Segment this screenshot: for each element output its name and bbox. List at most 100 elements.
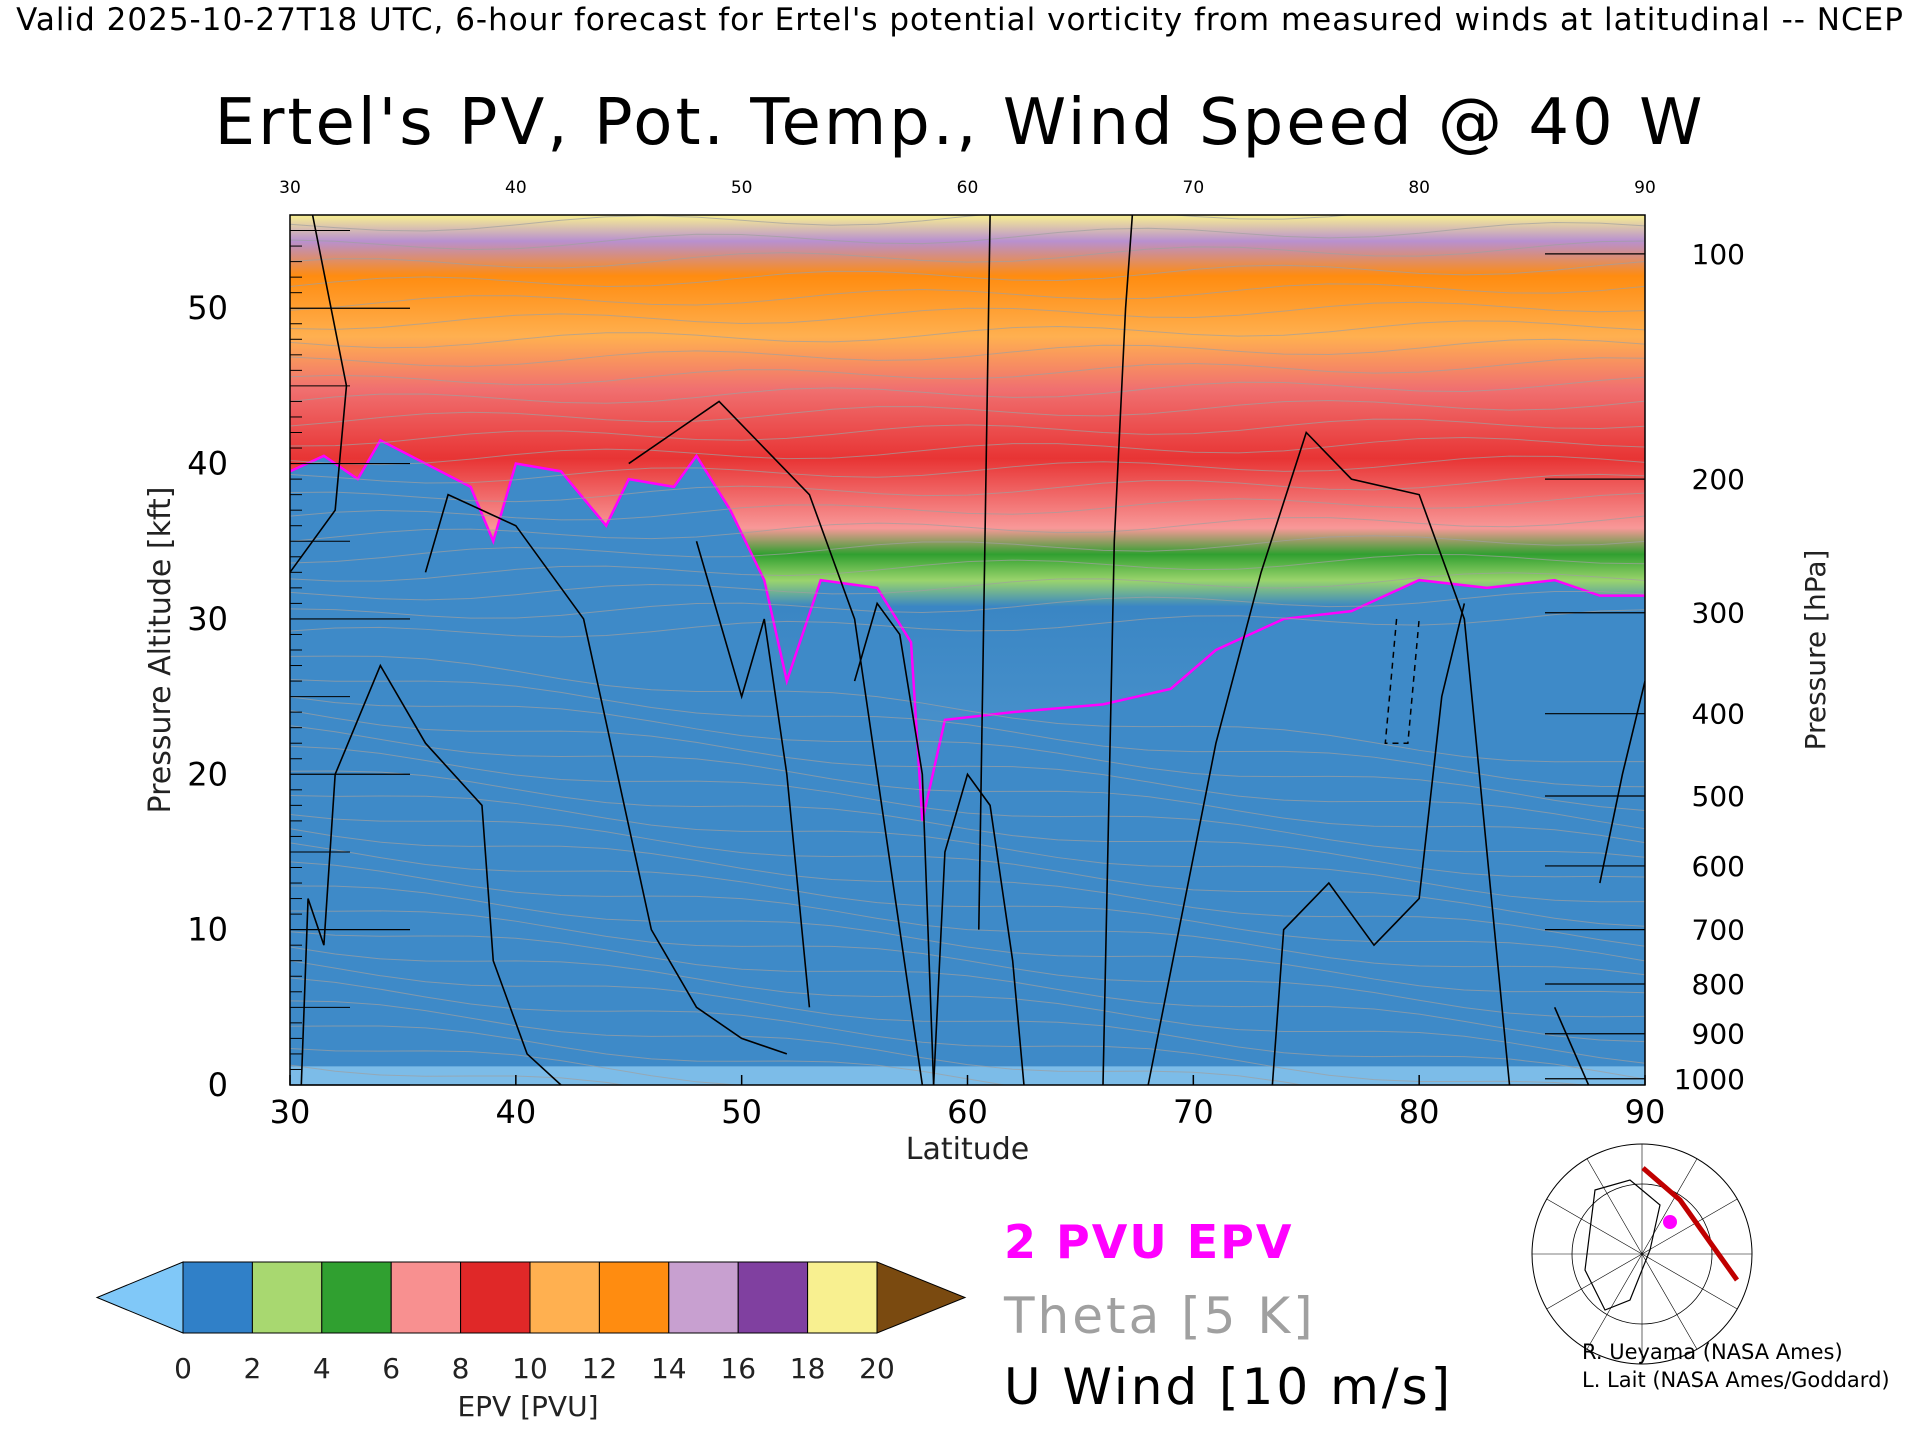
theta-contour <box>290 861 1645 976</box>
theta-contour <box>290 696 1645 812</box>
wind-contour <box>1599 680 1645 884</box>
colorbar-segment <box>807 1261 878 1334</box>
theta-contour <box>290 283 1645 311</box>
theta-contour <box>290 745 1645 858</box>
theta-contour <box>290 885 1645 994</box>
colorbar-label: EPV [PVU] <box>457 1390 598 1423</box>
pv-2pvu-contour <box>290 438 1645 822</box>
pressure-tick-label: 800 <box>1692 968 1745 1001</box>
colorbar-segment <box>598 1261 670 1334</box>
theta-contour <box>290 770 1645 878</box>
x-tick-label: 30 <box>270 1093 311 1131</box>
pressure-tick-label: 100 <box>1692 238 1745 271</box>
x-top-tick-label: 50 <box>731 178 753 198</box>
colorbar-tick-label: 2 <box>243 1352 261 1385</box>
wind-contour <box>300 663 562 1085</box>
colorbar-segment <box>321 1261 392 1334</box>
y-axis-label: Pressure Altitude [kft] <box>143 487 178 814</box>
wind-contour <box>1102 215 1134 1085</box>
map-location-marker <box>1663 1215 1677 1229</box>
pressure-tick-label: 1000 <box>1674 1063 1745 1096</box>
theta-contour <box>290 535 1645 564</box>
y-tick-label: 50 <box>187 289 228 327</box>
colorbar-tick-label: 14 <box>651 1352 687 1385</box>
x-top-tick-label: 90 <box>1634 178 1656 198</box>
legend-wind: U Wind [10 m/s] <box>1004 1358 1454 1416</box>
y-tick-label: 40 <box>187 445 228 483</box>
wind-contour <box>1147 430 1511 1085</box>
theta-contour <box>290 960 1645 1080</box>
pressure-tick-label: 300 <box>1692 597 1745 630</box>
axes: 30 30 40 40 50 50 60 60 70 70 80 80 90 90 Latitude 0 10 2… <box>143 178 1832 1167</box>
theta-contour <box>290 215 1353 232</box>
pv-field <box>290 215 1645 1085</box>
map-meridian <box>1641 1198 1738 1255</box>
colorbar-tick-label: 8 <box>452 1352 470 1385</box>
colorbar-segment <box>529 1261 600 1334</box>
map-cross-section-track <box>1641 1166 1740 1282</box>
theta-contour <box>290 455 1645 484</box>
x-axis-label: Latitude <box>906 1132 1029 1167</box>
colorbar-segment <box>390 1261 462 1334</box>
x-top-tick-label: 40 <box>505 178 527 198</box>
theta-contour <box>290 709 1645 830</box>
theta-contour <box>290 554 1645 582</box>
x-top-tick-label: 60 <box>957 178 979 198</box>
pressure-tick-label: 200 <box>1692 463 1745 496</box>
colorbar-segment <box>182 1261 253 1334</box>
theta-contour <box>290 515 1645 542</box>
colorbar-under-arrow <box>95 1261 184 1334</box>
wind-contour <box>424 493 788 1055</box>
map-coastline <box>1584 1179 1661 1311</box>
theta-contour <box>290 655 1645 763</box>
x-tick-label: 60 <box>947 1093 988 1131</box>
theta-contour <box>290 572 1645 601</box>
theta-contour <box>290 301 1645 330</box>
pressure-tick-label: 600 <box>1692 850 1745 883</box>
map-meridian <box>1641 1158 1698 1255</box>
colorbar-segment <box>737 1261 809 1334</box>
map-meridian <box>1586 1158 1643 1255</box>
theta-contour <box>290 357 1645 386</box>
wind-contour <box>1553 1007 1590 1085</box>
legend-pv: 2 PVU EPV <box>1004 1215 1294 1269</box>
x-top-tick-label: 70 <box>1183 178 1205 198</box>
x-tick-label: 70 <box>1173 1093 1214 1131</box>
theta-contour <box>290 828 1645 947</box>
wind-contour <box>628 400 924 1085</box>
legend-theta: Theta [5 K] <box>1004 1287 1316 1345</box>
colorbar-tick-label: 4 <box>313 1352 331 1385</box>
theta-contour <box>290 221 1645 251</box>
map-meridian <box>1641 1253 1698 1350</box>
colorbar: 0 2 4 6 8 10 12 14 16 18 20 EPV [PVU] <box>95 1261 967 1423</box>
colorbar-tick-label: 16 <box>720 1352 756 1385</box>
colorbar-tick-label: 12 <box>582 1352 618 1385</box>
x-tick-label: 40 <box>495 1093 536 1131</box>
pressure-tick-label: 400 <box>1692 698 1745 731</box>
x-top-tick-label: 30 <box>279 178 301 198</box>
location-map <box>1531 1143 1753 1365</box>
theta-contour <box>290 418 1645 447</box>
theta-contour <box>290 1000 1305 1085</box>
colorbar-tick-label: 6 <box>382 1352 400 1385</box>
theta-contour <box>290 260 1645 288</box>
map-meridian <box>1546 1198 1643 1255</box>
colorbar-segment <box>460 1261 531 1334</box>
x-tick-label: 50 <box>721 1093 762 1131</box>
colorbar-over-arrow <box>876 1261 967 1334</box>
map-meridian <box>1586 1253 1643 1350</box>
theta-contour <box>290 338 1645 367</box>
colorbar-tick-label: 18 <box>790 1352 826 1385</box>
y-tick-label: 30 <box>187 600 228 638</box>
colorbar-tick-label: 20 <box>859 1352 895 1385</box>
credit-line-1: R. Ueyama (NASA Ames) <box>1582 1340 1843 1364</box>
wind-contour <box>853 601 935 1085</box>
theta-contour <box>290 842 1645 962</box>
theta-contour <box>290 320 1645 349</box>
colorbar-tick-label: 10 <box>512 1352 548 1385</box>
y-tick-label: 10 <box>187 911 228 949</box>
theta-contour <box>290 910 1645 1018</box>
map-meridian <box>1641 1253 1738 1310</box>
theta-contour <box>290 399 1645 427</box>
wind-contour <box>1271 603 1466 1085</box>
